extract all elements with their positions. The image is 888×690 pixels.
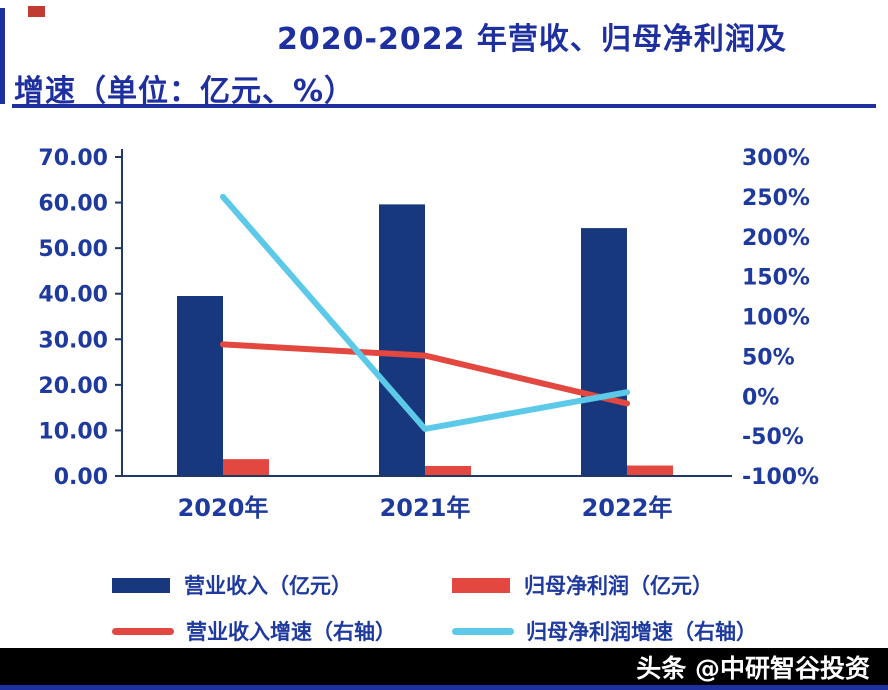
left-tick-label: 50.00 bbox=[38, 237, 108, 262]
bar-series-0-cat-2 bbox=[581, 228, 627, 476]
legend-item-net-profit: 归母净利润（亿元） bbox=[452, 570, 792, 600]
line-series-3 bbox=[220, 193, 630, 432]
left-tick-label: 70.00 bbox=[38, 146, 108, 171]
watermark-bar: 头条 @中研智谷投资 bbox=[0, 648, 888, 685]
title-divider bbox=[12, 104, 876, 108]
bar-series-0-cat-0 bbox=[177, 295, 223, 476]
legend-label-revenue: 营业收入（亿元） bbox=[184, 574, 352, 598]
chart-svg: 70.00 60.00 50.00 40.00 30.00 20.00 10.00 0.00 3… bbox=[38, 146, 819, 522]
bar-series-1-cat-2 bbox=[627, 465, 673, 476]
legend-row-1: 营业收入（亿元） 归母净利润（亿元） bbox=[112, 562, 832, 608]
legend-item-revenue-growth: 营业收入增速（右轴） bbox=[112, 616, 452, 646]
legend-item-revenue: 营业收入（亿元） bbox=[112, 570, 452, 600]
legend-label-revenue-growth: 营业收入增速（右轴） bbox=[186, 620, 396, 644]
line-series-2 bbox=[220, 341, 630, 407]
chart-title-line2: 增速（单位：亿元、%） bbox=[14, 74, 356, 109]
corner-red-mark bbox=[28, 6, 45, 17]
chart-title-line1: 2020-2022 年营收、归母净利润及 bbox=[277, 22, 787, 57]
left-tick-label: 20.00 bbox=[38, 374, 108, 399]
left-tick-label: 40.00 bbox=[38, 283, 108, 308]
legend-row-2: 营业收入增速（右轴） 归母净利润增速（右轴） bbox=[112, 608, 832, 654]
legend-swatch-net-profit-growth bbox=[452, 627, 514, 635]
legend-swatch-revenue bbox=[112, 577, 170, 593]
right-tick-label: 100% bbox=[742, 306, 810, 331]
legend-item-net-profit-growth: 归母净利润增速（右轴） bbox=[452, 616, 792, 646]
bar-series-1-cat-0 bbox=[223, 459, 269, 476]
legend-swatch-net-profit bbox=[452, 577, 510, 593]
watermark-text: 头条 @中研智谷投资 bbox=[636, 653, 870, 683]
legend-label-net-profit: 归母净利润（亿元） bbox=[524, 574, 713, 598]
right-tick-label: 200% bbox=[742, 226, 810, 251]
right-tick-label: -100% bbox=[742, 465, 819, 490]
bottom-blue-strip bbox=[0, 685, 888, 690]
chart-legend: 营业收入（亿元） 归母净利润（亿元） 营业收入增速（右轴） 归母净利润增速（右轴… bbox=[112, 562, 832, 654]
right-tick-label: 150% bbox=[742, 266, 810, 291]
left-tick-label: 60.00 bbox=[38, 192, 108, 217]
legend-swatch-revenue-growth bbox=[112, 627, 174, 635]
right-tick-label: -50% bbox=[742, 425, 804, 450]
right-tick-label: 0% bbox=[742, 385, 779, 410]
x-axis-label: 2020年 bbox=[178, 494, 269, 522]
title-accent-bar bbox=[0, 8, 5, 104]
bar-series-1-cat-1 bbox=[425, 465, 471, 476]
right-tick-label: 50% bbox=[742, 345, 795, 370]
x-axis-label: 2022年 bbox=[582, 494, 673, 522]
legend-label-net-profit-growth: 归母净利润增速（右轴） bbox=[526, 620, 757, 644]
right-tick-label: 300% bbox=[742, 146, 810, 171]
x-axis-label: 2021年 bbox=[380, 494, 471, 522]
right-tick-label: 250% bbox=[742, 186, 810, 211]
left-tick-label: 0.00 bbox=[54, 465, 108, 490]
left-tick-label: 30.00 bbox=[38, 328, 108, 353]
left-tick-label: 10.00 bbox=[38, 419, 108, 444]
bar-series-0-cat-1 bbox=[379, 204, 425, 476]
